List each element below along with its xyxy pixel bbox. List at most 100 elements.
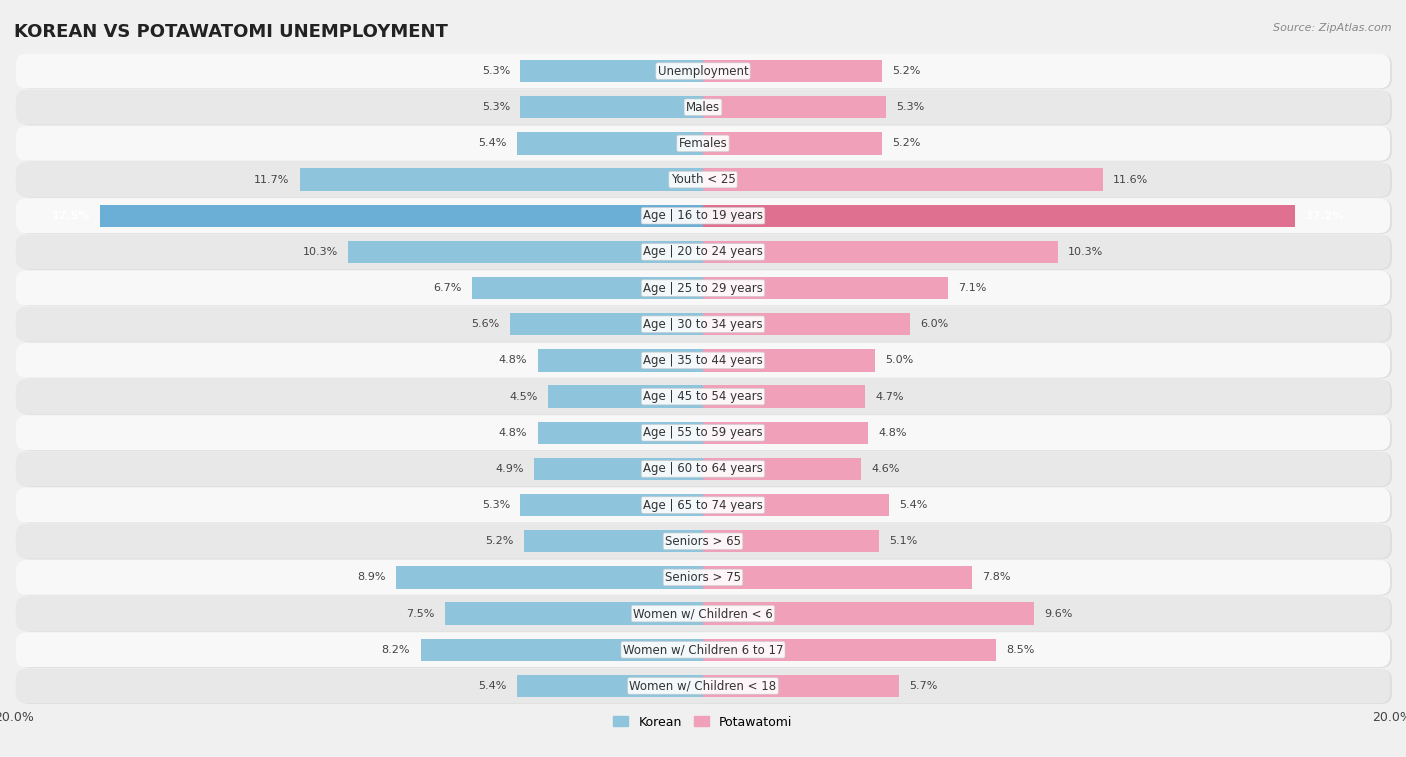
Text: Youth < 25: Youth < 25 — [671, 173, 735, 186]
Text: 6.0%: 6.0% — [920, 319, 948, 329]
Text: 5.6%: 5.6% — [471, 319, 499, 329]
Bar — [396, 566, 703, 589]
Bar — [703, 674, 900, 697]
Bar — [703, 494, 889, 516]
Text: KOREAN VS POTAWATOMI UNEMPLOYMENT: KOREAN VS POTAWATOMI UNEMPLOYMENT — [14, 23, 449, 41]
Legend: Korean, Potawatomi: Korean, Potawatomi — [609, 711, 797, 734]
FancyBboxPatch shape — [20, 163, 1392, 198]
Bar — [703, 566, 972, 589]
FancyBboxPatch shape — [20, 488, 1392, 523]
Text: Women w/ Children < 6: Women w/ Children < 6 — [633, 607, 773, 620]
Text: 4.6%: 4.6% — [872, 464, 900, 474]
FancyBboxPatch shape — [20, 561, 1392, 596]
Bar — [703, 349, 875, 372]
FancyBboxPatch shape — [20, 307, 1392, 342]
Text: Age | 35 to 44 years: Age | 35 to 44 years — [643, 354, 763, 367]
Bar — [349, 241, 703, 263]
Bar — [703, 313, 910, 335]
FancyBboxPatch shape — [15, 307, 1391, 341]
Text: 5.4%: 5.4% — [478, 139, 506, 148]
FancyBboxPatch shape — [15, 632, 1391, 667]
Bar — [510, 313, 703, 335]
Text: Age | 16 to 19 years: Age | 16 to 19 years — [643, 209, 763, 223]
Text: 5.0%: 5.0% — [886, 356, 914, 366]
Text: Age | 65 to 74 years: Age | 65 to 74 years — [643, 499, 763, 512]
FancyBboxPatch shape — [20, 669, 1392, 704]
Bar — [100, 204, 703, 227]
Bar — [534, 458, 703, 480]
Bar — [703, 241, 1057, 263]
Text: Age | 60 to 64 years: Age | 60 to 64 years — [643, 463, 763, 475]
Text: 7.1%: 7.1% — [957, 283, 986, 293]
Bar — [703, 132, 882, 154]
Bar — [703, 168, 1102, 191]
FancyBboxPatch shape — [15, 488, 1391, 522]
FancyBboxPatch shape — [20, 272, 1392, 306]
Bar — [703, 60, 882, 83]
Text: 10.3%: 10.3% — [1069, 247, 1104, 257]
Text: 8.2%: 8.2% — [381, 645, 411, 655]
Bar — [524, 530, 703, 553]
Text: 5.3%: 5.3% — [896, 102, 924, 112]
Bar — [299, 168, 703, 191]
Text: Age | 55 to 59 years: Age | 55 to 59 years — [643, 426, 763, 439]
FancyBboxPatch shape — [15, 343, 1391, 378]
Text: 17.2%: 17.2% — [1306, 210, 1344, 221]
FancyBboxPatch shape — [15, 379, 1391, 414]
FancyBboxPatch shape — [15, 524, 1391, 559]
FancyBboxPatch shape — [15, 162, 1391, 197]
FancyBboxPatch shape — [20, 633, 1392, 668]
FancyBboxPatch shape — [20, 416, 1392, 451]
Text: Women w/ Children 6 to 17: Women w/ Children 6 to 17 — [623, 643, 783, 656]
FancyBboxPatch shape — [15, 235, 1391, 269]
Text: Age | 25 to 29 years: Age | 25 to 29 years — [643, 282, 763, 294]
Bar — [517, 132, 703, 154]
Text: 8.9%: 8.9% — [357, 572, 387, 582]
Bar — [703, 277, 948, 299]
Bar — [703, 603, 1033, 625]
Bar — [703, 639, 995, 661]
FancyBboxPatch shape — [15, 560, 1391, 595]
Text: 5.3%: 5.3% — [482, 500, 510, 510]
FancyBboxPatch shape — [20, 344, 1392, 378]
Text: 11.7%: 11.7% — [254, 175, 290, 185]
Bar — [420, 639, 703, 661]
Bar — [548, 385, 703, 408]
FancyBboxPatch shape — [20, 199, 1392, 234]
Text: 5.4%: 5.4% — [900, 500, 928, 510]
Text: 4.9%: 4.9% — [495, 464, 524, 474]
Text: 4.8%: 4.8% — [499, 428, 527, 438]
Text: 5.3%: 5.3% — [482, 102, 510, 112]
Text: 8.5%: 8.5% — [1007, 645, 1035, 655]
Bar — [472, 277, 703, 299]
FancyBboxPatch shape — [20, 597, 1392, 631]
FancyBboxPatch shape — [15, 452, 1391, 486]
FancyBboxPatch shape — [20, 452, 1392, 487]
FancyBboxPatch shape — [15, 271, 1391, 305]
Text: 4.8%: 4.8% — [879, 428, 907, 438]
FancyBboxPatch shape — [20, 126, 1392, 161]
Bar — [444, 603, 703, 625]
Text: Women w/ Children < 18: Women w/ Children < 18 — [630, 680, 776, 693]
Text: 4.5%: 4.5% — [509, 391, 537, 401]
FancyBboxPatch shape — [15, 668, 1391, 703]
Text: 7.5%: 7.5% — [406, 609, 434, 618]
Bar — [520, 96, 703, 118]
FancyBboxPatch shape — [15, 597, 1391, 631]
Text: 10.3%: 10.3% — [302, 247, 337, 257]
Text: 5.1%: 5.1% — [889, 536, 917, 547]
FancyBboxPatch shape — [20, 525, 1392, 559]
FancyBboxPatch shape — [15, 126, 1391, 160]
FancyBboxPatch shape — [15, 90, 1391, 125]
Bar — [703, 385, 865, 408]
FancyBboxPatch shape — [20, 380, 1392, 415]
Text: Seniors > 75: Seniors > 75 — [665, 571, 741, 584]
Text: 9.6%: 9.6% — [1045, 609, 1073, 618]
Text: 11.6%: 11.6% — [1114, 175, 1149, 185]
Text: 17.5%: 17.5% — [52, 210, 90, 221]
Bar — [703, 204, 1295, 227]
Text: 7.8%: 7.8% — [981, 572, 1011, 582]
FancyBboxPatch shape — [15, 416, 1391, 450]
Bar — [703, 96, 886, 118]
FancyBboxPatch shape — [20, 55, 1392, 89]
